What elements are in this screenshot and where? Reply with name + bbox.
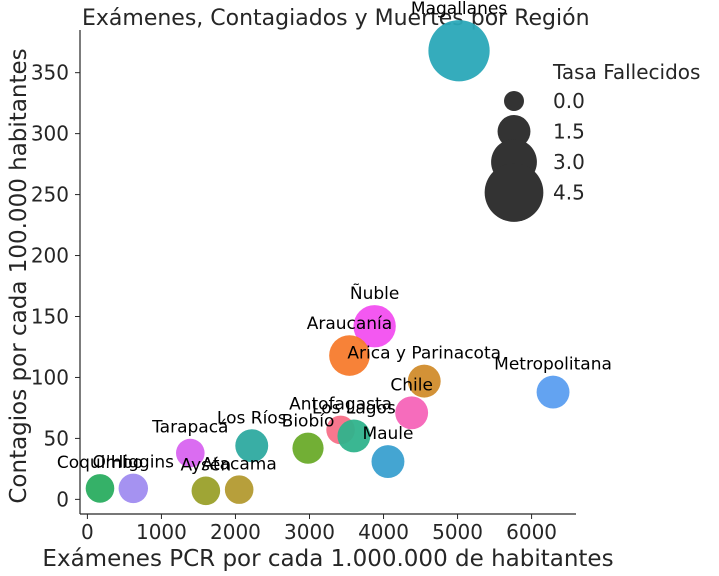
data-point <box>337 419 371 453</box>
legend-title: Tasa Fallecidos <box>552 60 700 84</box>
data-point <box>235 429 269 463</box>
x-tick-label: 0 <box>81 520 94 544</box>
data-point <box>371 445 405 479</box>
data-point <box>191 476 221 506</box>
point-label: Metropolitana <box>494 355 612 375</box>
point-label: Araucanía <box>307 314 393 334</box>
data-points <box>85 20 570 506</box>
point-label: Los Lagos <box>312 399 396 419</box>
x-tick-label: 2000 <box>210 520 261 544</box>
y-tick-label: 100 <box>31 365 69 389</box>
y-tick-label: 150 <box>31 304 69 328</box>
legend-label: 3.0 <box>553 150 585 174</box>
x-tick-label: 5000 <box>432 520 483 544</box>
point-label: Ñuble <box>350 282 399 304</box>
y-axis-label: Contagios por cada 100.000 habitantes <box>6 48 32 503</box>
point-label: Chile <box>390 375 433 395</box>
legend-label: 4.5 <box>553 181 585 205</box>
point-label: Arica y Parinacota <box>347 344 501 364</box>
data-point <box>224 475 254 504</box>
legend-marker <box>504 91 524 111</box>
data-point <box>118 473 149 504</box>
y-ticks: 0 50 100 150 200 250 300 350 <box>31 61 80 511</box>
x-tick-label: 1000 <box>136 520 187 544</box>
point-label: Biobío <box>282 412 335 432</box>
data-point <box>292 432 324 464</box>
y-tick-label: 350 <box>31 61 69 85</box>
y-tick-label: 50 <box>44 426 69 450</box>
y-tick-label: 0 <box>56 487 69 511</box>
data-point <box>428 20 490 82</box>
x-tick-label: 6000 <box>506 520 557 544</box>
data-point <box>85 474 115 503</box>
data-point <box>536 375 570 409</box>
data-point <box>353 305 396 348</box>
y-tick-label: 200 <box>31 244 69 268</box>
point-label: Magallanes <box>411 0 507 19</box>
point-labels: Magallanes Ñuble Araucanía Arica y Parinaco… <box>57 0 612 476</box>
point-label: O'Higgins <box>93 453 175 473</box>
legend-items: 0.0 1.5 3.0 4.5 <box>484 89 585 222</box>
y-tick-label: 250 <box>31 183 69 207</box>
data-point <box>395 396 429 430</box>
point-label: Atacama <box>202 454 277 474</box>
data-point <box>176 438 205 468</box>
point-label: Antofagasta <box>289 395 392 415</box>
x-ticks: 0 1000 2000 3000 4000 5000 6000 <box>81 514 557 544</box>
point-label: Coquimbo <box>57 453 143 473</box>
axes <box>79 30 576 515</box>
size-legend: Tasa Fallecidos 0.0 1.5 3.0 4.5 <box>484 60 700 222</box>
x-tick-label: 3000 <box>284 520 335 544</box>
legend-label: 0.0 <box>553 89 585 113</box>
x-tick-label: 4000 <box>358 520 409 544</box>
point-label: Los Ríos <box>217 408 287 428</box>
legend-label: 1.5 <box>553 120 585 144</box>
point-label: Tarapacá <box>151 418 228 438</box>
point-label: Aysén <box>181 456 232 476</box>
legend-marker <box>497 115 531 148</box>
data-point <box>407 364 441 398</box>
legend-marker <box>484 163 544 222</box>
chart-title: Exámenes, Contagiados y Muertes por Regi… <box>82 6 590 31</box>
data-point <box>329 335 370 376</box>
y-tick-label: 300 <box>31 122 69 146</box>
x-axis-label: Exámenes PCR por cada 1.000.000 de habit… <box>42 546 613 572</box>
point-label: Maule <box>362 424 413 444</box>
